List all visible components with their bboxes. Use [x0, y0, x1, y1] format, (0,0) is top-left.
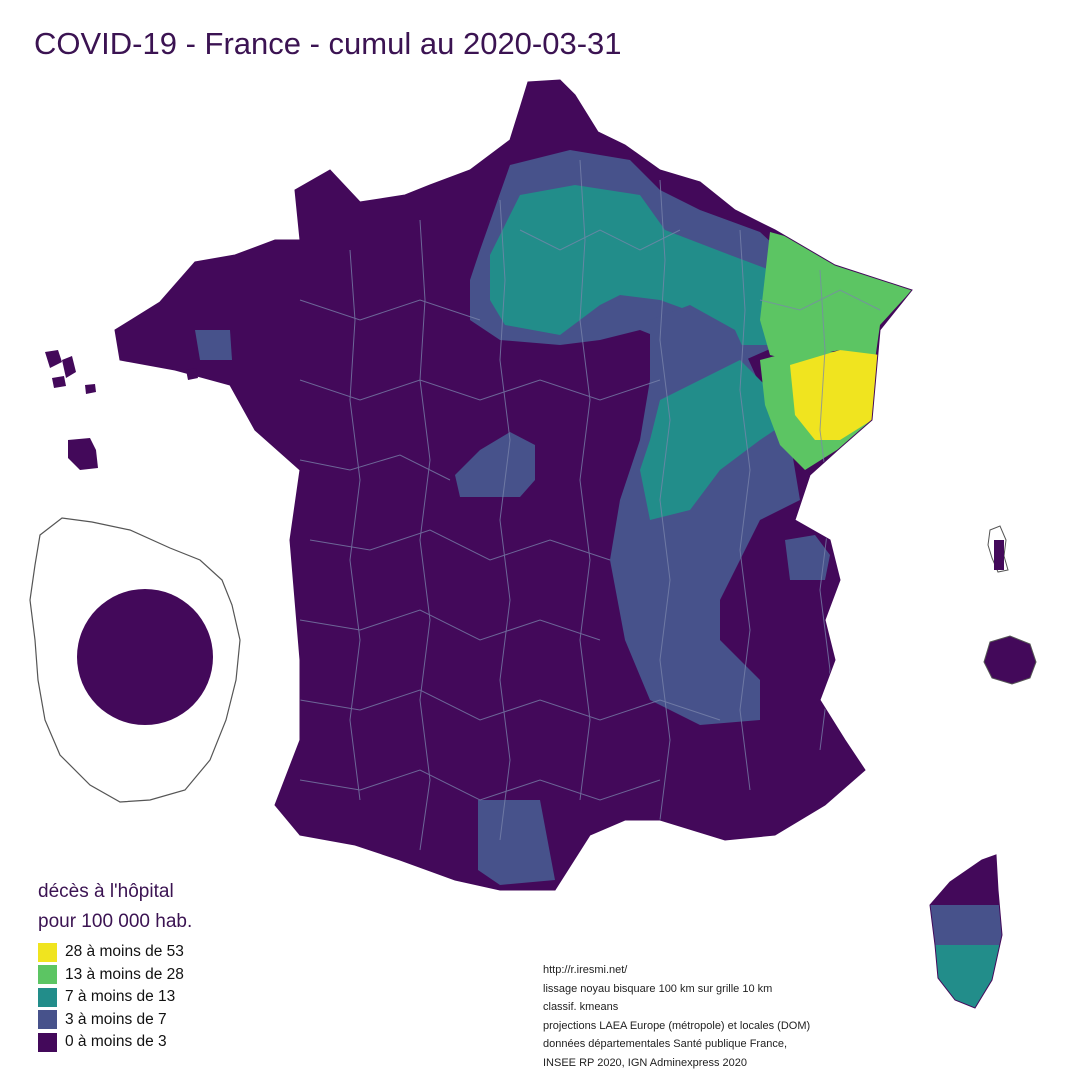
legend-label: 28 à moins de 53 [65, 943, 184, 961]
legend-label: 13 à moins de 28 [65, 965, 184, 983]
credit-projection: projections LAEA Europe (métropole) et l… [543, 1019, 811, 1032]
corse [929, 854, 1003, 1009]
ile-de-france-core [490, 185, 775, 345]
legend-title-line-2: pour 100 000 hab. [38, 911, 193, 932]
reunion-inset [983, 635, 1037, 685]
legend-label: 0 à moins de 3 [65, 1033, 167, 1051]
bourgogne-franche-comte-core [640, 360, 790, 520]
legend-title-line-1: décès à l'hôpital [38, 881, 174, 902]
legend-label: 7 à moins de 13 [65, 988, 176, 1006]
legend-swatch [38, 1032, 57, 1052]
legend-item: 7 à moins de 13 [38, 986, 192, 1009]
martinique-inset [987, 525, 1009, 573]
credit-data-source: données départementales Santé publique F… [543, 1038, 788, 1051]
occitanie-patch [478, 800, 555, 885]
bretagne-patch [195, 330, 232, 360]
savoie-patch [785, 535, 830, 580]
vosges-alsace-core [790, 350, 880, 440]
credits: http://r.iresmi.net/ lissage noyau bisqu… [543, 961, 810, 1073]
credit-classification: classif. kmeans [543, 1001, 619, 1014]
legend-item: 13 à moins de 28 [38, 964, 192, 987]
brittany-islands [45, 350, 198, 470]
map-title: COVID-19 - France - cumul au 2020-03-31 [34, 26, 622, 61]
legend-item: 28 à moins de 53 [38, 941, 192, 964]
grand-est-north [760, 232, 912, 360]
credit-data-source-2: INSEE RP 2020, IGN Adminexpress 2020 [543, 1056, 748, 1069]
legend-swatch [38, 987, 57, 1007]
legend-label: 3 à moins de 7 [65, 1010, 167, 1028]
legend-swatch [38, 942, 57, 962]
legend: décès à l'hôpital pour 100 000 hab. 28 à… [38, 877, 192, 1054]
credit-url[interactable]: http://r.iresmi.net/ [543, 964, 628, 976]
guyane-inset [29, 517, 241, 803]
credit-method: lissage noyau bisquare 100 km sur grille… [543, 982, 773, 995]
centre-val-de-loire-patch [455, 432, 535, 497]
legend-swatch [38, 1010, 57, 1030]
legend-swatch [38, 965, 57, 985]
legend-item: 3 à moins de 7 [38, 1009, 192, 1032]
legend-item: 0 à moins de 3 [38, 1031, 192, 1054]
mainland-france [114, 79, 913, 891]
